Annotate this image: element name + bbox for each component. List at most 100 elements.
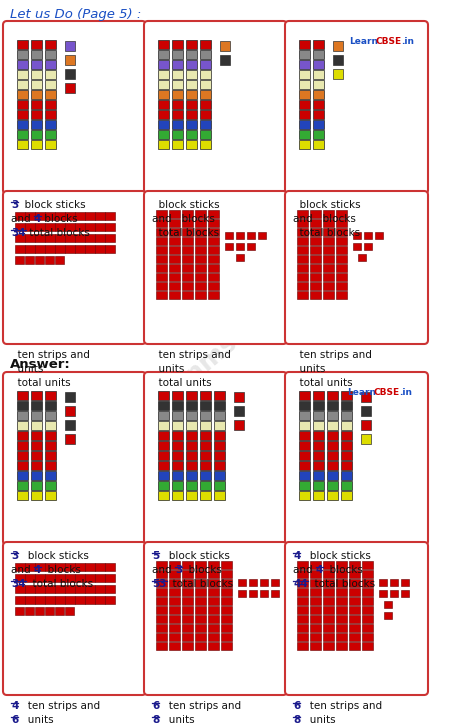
Bar (299, 420, 310, 430)
Text: units: units (11, 364, 44, 374)
FancyBboxPatch shape (285, 191, 428, 344)
Bar (221, 579, 232, 587)
Bar (35, 595, 44, 604)
Bar (195, 228, 206, 236)
Bar (349, 624, 360, 632)
Bar (85, 595, 94, 604)
Bar (15, 233, 25, 242)
Bar (75, 222, 84, 231)
Bar (172, 129, 183, 139)
Bar (31, 70, 42, 79)
Bar (105, 563, 114, 571)
Bar (208, 236, 219, 245)
Bar (349, 561, 360, 569)
Bar (186, 451, 197, 460)
Bar (299, 430, 310, 440)
Bar (221, 569, 232, 578)
Bar (195, 263, 206, 272)
Bar (195, 632, 206, 641)
Bar (169, 561, 180, 569)
Bar (313, 39, 324, 49)
Bar (323, 228, 334, 236)
Bar (169, 254, 180, 263)
Bar (341, 411, 352, 420)
Bar (195, 209, 206, 218)
Bar (323, 624, 334, 632)
Bar (299, 411, 310, 420)
Bar (31, 49, 42, 59)
Bar (297, 624, 308, 632)
Bar (169, 209, 180, 218)
Text: total units: total units (11, 378, 70, 388)
Bar (323, 606, 334, 614)
Bar (158, 39, 169, 49)
Bar (158, 89, 169, 99)
Bar (45, 39, 56, 49)
Bar (221, 632, 232, 641)
Bar (297, 632, 308, 641)
Bar (195, 219, 206, 227)
Text: 3: 3 (11, 551, 18, 561)
Bar (186, 140, 197, 149)
Bar (75, 212, 84, 220)
Bar (336, 209, 347, 218)
Bar (172, 420, 183, 430)
Bar (200, 470, 211, 480)
Bar (35, 233, 44, 242)
Bar (200, 140, 211, 149)
Bar (186, 441, 197, 450)
Bar (156, 632, 167, 641)
Bar (336, 561, 347, 569)
Bar (271, 590, 278, 597)
Bar (208, 641, 219, 650)
Text: 3: 3 (175, 565, 182, 575)
Bar (349, 606, 360, 614)
Bar (313, 390, 324, 400)
Bar (156, 606, 167, 614)
Bar (169, 228, 180, 236)
Bar (362, 561, 373, 569)
Bar (95, 233, 105, 242)
Bar (169, 632, 180, 641)
Bar (186, 79, 197, 89)
Bar (17, 451, 28, 460)
Bar (182, 632, 193, 641)
Bar (297, 614, 308, 623)
Bar (323, 219, 334, 227)
Bar (200, 39, 211, 49)
Bar (401, 579, 409, 586)
Bar (336, 273, 347, 281)
Text: 3: 3 (11, 200, 18, 210)
Bar (323, 561, 334, 569)
Bar (45, 411, 56, 420)
Bar (158, 140, 169, 149)
Text: Learn: Learn (347, 388, 376, 397)
Bar (195, 606, 206, 614)
Bar (349, 596, 360, 605)
Bar (169, 641, 180, 650)
Bar (172, 119, 183, 129)
Bar (95, 574, 105, 582)
Bar (299, 441, 310, 450)
FancyBboxPatch shape (285, 372, 428, 545)
Bar (323, 291, 334, 299)
Bar (323, 641, 334, 650)
Bar (341, 430, 352, 440)
Bar (156, 561, 167, 569)
Bar (158, 491, 169, 500)
Bar (172, 470, 183, 480)
Bar (214, 411, 225, 420)
Bar (336, 246, 347, 254)
Bar (200, 411, 211, 420)
Bar (336, 291, 347, 299)
Text: ten strips and: ten strips and (11, 350, 90, 360)
Bar (200, 70, 211, 79)
Bar (182, 281, 193, 290)
Bar (55, 212, 65, 220)
Text: blocks: blocks (175, 214, 215, 224)
Bar (323, 246, 334, 254)
Bar (341, 481, 352, 490)
Bar (156, 209, 167, 218)
Text: and: and (293, 214, 316, 224)
Bar (349, 632, 360, 641)
